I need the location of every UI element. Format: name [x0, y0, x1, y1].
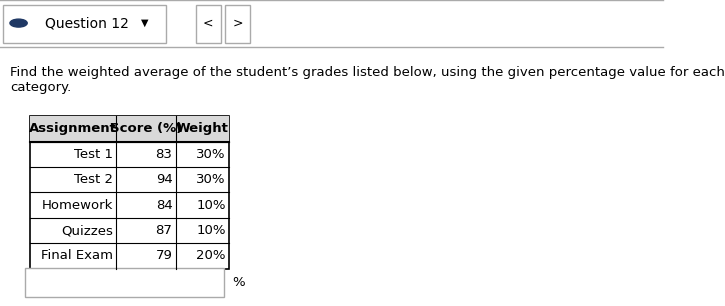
Text: Weight: Weight: [176, 122, 229, 136]
Text: 10%: 10%: [196, 199, 225, 212]
Text: Test 2: Test 2: [74, 173, 113, 186]
Text: 30%: 30%: [196, 173, 225, 186]
FancyBboxPatch shape: [196, 5, 221, 43]
Text: 94: 94: [156, 173, 173, 186]
FancyBboxPatch shape: [30, 116, 229, 269]
Text: 87: 87: [156, 224, 173, 237]
Text: 84: 84: [156, 199, 173, 212]
Text: Homework: Homework: [41, 199, 113, 212]
Text: Find the weighted average of the student’s grades listed below, using the given : Find the weighted average of the student…: [10, 66, 725, 94]
FancyBboxPatch shape: [25, 268, 224, 297]
FancyBboxPatch shape: [30, 116, 229, 142]
Text: <: <: [203, 17, 214, 30]
Text: Quizzes: Quizzes: [61, 224, 113, 237]
Text: Final Exam: Final Exam: [41, 249, 113, 263]
Text: 79: 79: [156, 249, 173, 263]
Text: Assignment: Assignment: [29, 122, 117, 136]
Text: Test 1: Test 1: [74, 148, 113, 161]
Text: 83: 83: [156, 148, 173, 161]
Text: ▼: ▼: [141, 18, 149, 28]
Text: >: >: [232, 17, 243, 30]
Text: Score (%): Score (%): [109, 122, 182, 136]
FancyBboxPatch shape: [225, 5, 250, 43]
FancyBboxPatch shape: [4, 5, 166, 43]
Text: %: %: [232, 276, 245, 289]
Text: 10%: 10%: [196, 224, 225, 237]
Text: 20%: 20%: [196, 249, 225, 263]
Text: 30%: 30%: [196, 148, 225, 161]
Circle shape: [10, 19, 28, 27]
Text: Question 12: Question 12: [45, 16, 129, 30]
